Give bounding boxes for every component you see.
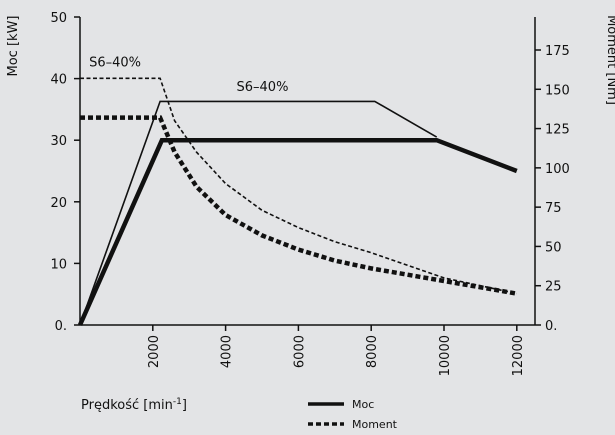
y-right-tick-label: 50 [545,240,562,255]
x-tick-label: 2000 [147,335,162,368]
x-tick-label: 4000 [220,335,235,368]
legend: Moc Moment [308,398,398,431]
y-right-axis-label: Moment [Nm] [604,15,615,105]
x-axis-label-close: ] [182,398,187,413]
x-tick-label: 6000 [292,335,307,368]
y-left-tick-label: 50 [50,11,67,26]
y-right-tick-label: 125 [545,123,570,138]
y-right-tick-label: 75 [545,201,562,216]
series-line-3 [80,77,517,295]
ticks-group: 2000 4000 6000 8000 10000 12000 0. 10 20 30 40 50 0.… [50,11,569,376]
y-left-tick-label: 10 [50,257,67,272]
series-line-2 [80,115,518,296]
y-right-tick-label: 0. [545,319,557,334]
x-tick-label: 8000 [365,335,380,368]
x-tick-label: 10000 [438,335,453,376]
series-line-1 [79,100,438,326]
y-left-tick-label: 40 [50,73,67,88]
series-group [77,77,518,326]
legend-label-moment: Moment [352,418,398,431]
annotation-label: S6–40% [89,55,141,70]
y-right-tick-label: 100 [545,162,570,177]
legend-label-moc: Moc [352,398,374,411]
x-tick-label: 12000 [511,335,526,376]
series-line-0 [77,137,518,326]
y-left-tick-label: 0. [55,319,67,334]
x-axis-label-text: Prędkość [min [81,398,173,413]
x-axis-label-sup: -1 [173,397,182,407]
annotations-group: S6–40% S6–40% [89,55,288,95]
y-left-tick-label: 20 [50,196,67,211]
annotation-label: S6–40% [237,80,289,95]
y-right-tick-label: 150 [545,83,570,98]
y-right-tick-label: 25 [545,280,562,295]
x-axis-label: Prędkość [min-1] [81,397,187,413]
y-left-tick-label: 30 [50,134,67,149]
y-left-axis-label: Moc [kW] [6,16,21,77]
y-right-tick-label: 175 [545,44,570,59]
